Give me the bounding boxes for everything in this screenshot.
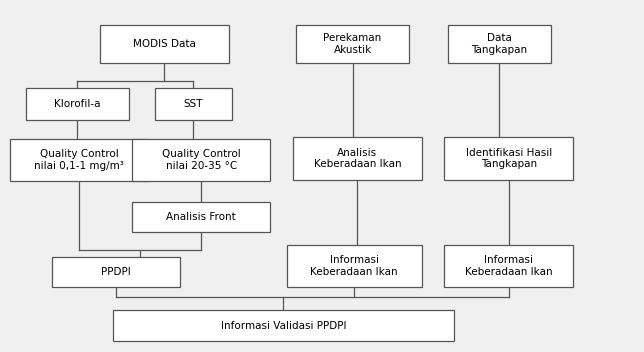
FancyBboxPatch shape — [444, 137, 573, 180]
FancyBboxPatch shape — [448, 25, 551, 63]
FancyBboxPatch shape — [10, 139, 148, 181]
FancyBboxPatch shape — [132, 202, 270, 232]
FancyBboxPatch shape — [100, 25, 229, 63]
FancyBboxPatch shape — [287, 245, 422, 287]
Text: MODIS Data: MODIS Data — [133, 39, 196, 49]
FancyBboxPatch shape — [155, 88, 232, 120]
Text: Data
Tangkapan: Data Tangkapan — [471, 33, 527, 55]
Text: SST: SST — [184, 99, 203, 109]
Text: Analisis
Keberadaan Ikan: Analisis Keberadaan Ikan — [314, 147, 401, 169]
FancyBboxPatch shape — [444, 245, 573, 287]
FancyBboxPatch shape — [293, 137, 422, 180]
Text: Analisis Front: Analisis Front — [166, 212, 236, 222]
Text: Identifikasi Hasil
Tangkapan: Identifikasi Hasil Tangkapan — [466, 147, 552, 169]
Text: Informasi
Keberadaan Ikan: Informasi Keberadaan Ikan — [465, 255, 553, 277]
Text: Quality Control
nilai 20-35 °C: Quality Control nilai 20-35 °C — [162, 149, 241, 171]
Text: PPDPI: PPDPI — [101, 267, 131, 277]
Text: Klorofil-a: Klorofil-a — [54, 99, 100, 109]
FancyBboxPatch shape — [52, 257, 180, 287]
FancyBboxPatch shape — [26, 88, 129, 120]
FancyBboxPatch shape — [132, 139, 270, 181]
Text: Perekaman
Akustik: Perekaman Akustik — [323, 33, 382, 55]
Text: Informasi
Keberadaan Ikan: Informasi Keberadaan Ikan — [310, 255, 398, 277]
Text: Informasi Validasi PPDPI: Informasi Validasi PPDPI — [221, 321, 346, 331]
FancyBboxPatch shape — [296, 25, 409, 63]
Text: Quality Control
nilai 0,1-1 mg/m³: Quality Control nilai 0,1-1 mg/m³ — [34, 149, 124, 171]
FancyBboxPatch shape — [113, 310, 454, 341]
